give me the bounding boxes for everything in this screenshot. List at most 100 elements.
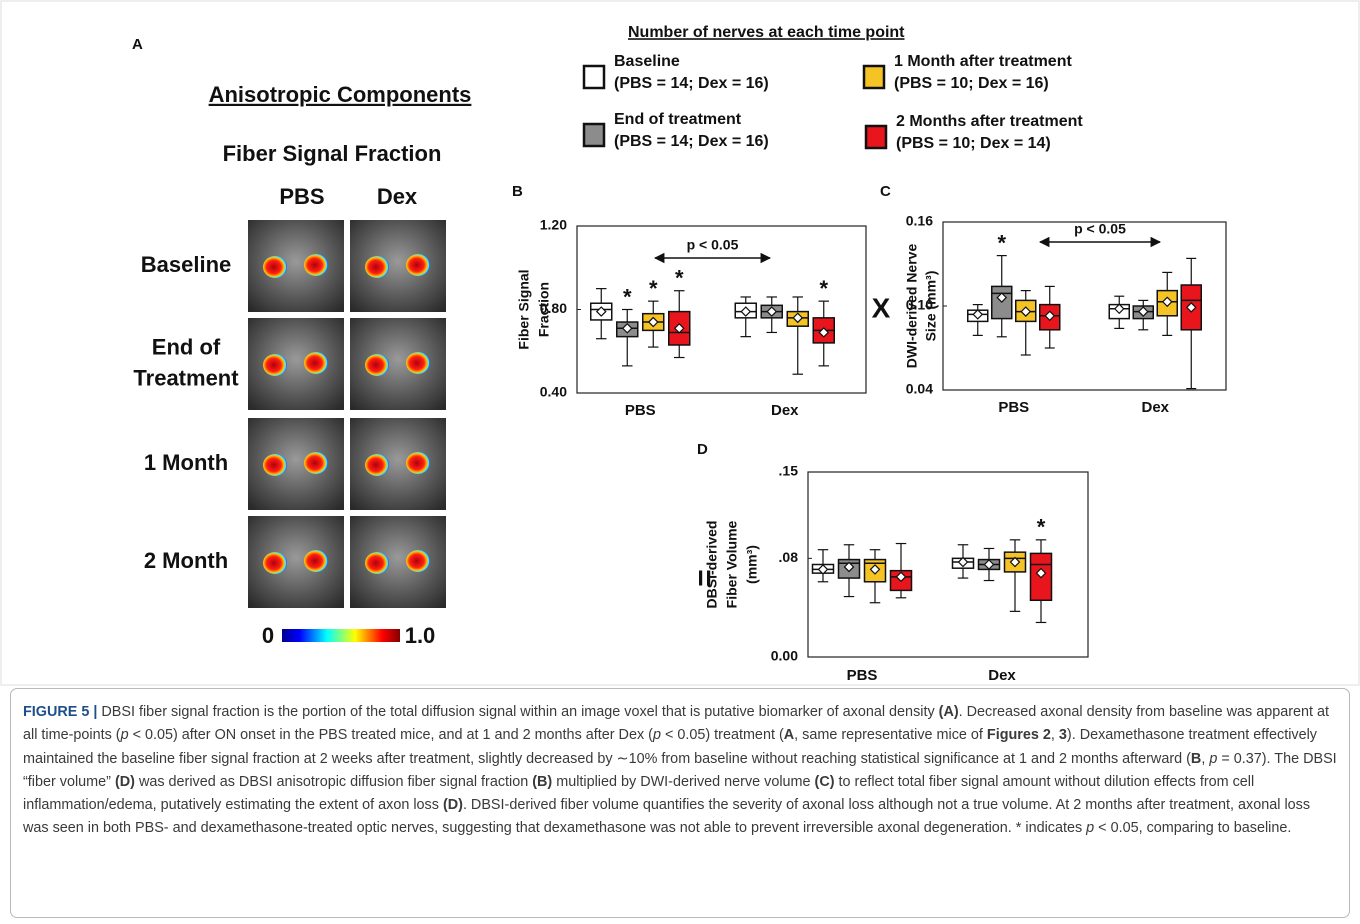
- mri-image: [248, 220, 344, 312]
- nerve-right: [406, 452, 430, 474]
- caption-text: p: [1086, 820, 1094, 836]
- caption-text: < 0.05) after ON onset in the PBS treate…: [129, 727, 653, 743]
- mri-image: [350, 418, 446, 510]
- panel-label: D: [697, 441, 708, 458]
- row-label: 1 Month: [144, 450, 228, 475]
- caption-text: A: [784, 727, 794, 743]
- y-axis-title: Fiber Volume: [724, 520, 740, 608]
- caption-text: p: [121, 727, 129, 743]
- y-axis-title: DWI-derived Nerve: [904, 244, 920, 369]
- legend-title: Number of nerves at each time point: [628, 24, 905, 41]
- panel-label: A: [132, 36, 143, 53]
- nerve-right: [304, 254, 328, 276]
- nerve-right: [304, 452, 328, 474]
- caption-text: p: [653, 727, 661, 743]
- caption-text: < 0.05, comparing to baseline.: [1094, 820, 1291, 836]
- bracket-label: p < 0.05: [1074, 221, 1126, 237]
- nerve-left: [263, 256, 287, 278]
- mri-image: [248, 418, 344, 510]
- nerve-left: [365, 552, 389, 574]
- caption-text: < 0.05) treatment (: [661, 727, 784, 743]
- significance-star: *: [819, 276, 828, 301]
- page: A Anisotropic Components Fiber Signal Fr…: [0, 0, 1360, 924]
- row-label: 2 Month: [144, 548, 228, 573]
- nerve-left: [263, 454, 287, 476]
- legend-counts: (PBS = 14; Dex = 16): [614, 75, 769, 92]
- caption-text: (D): [443, 797, 463, 813]
- significance-star: *: [1037, 515, 1046, 540]
- y-tick-label: 0.40: [540, 384, 567, 400]
- mri-image: [248, 318, 344, 410]
- colorbar-max: 1.0: [405, 623, 436, 648]
- mri-image: [350, 318, 446, 410]
- significance-star: *: [675, 266, 684, 291]
- nerve-right: [406, 550, 430, 572]
- panel-title: Anisotropic Components: [209, 82, 472, 107]
- nerve-right: [304, 550, 328, 572]
- legend-label: 2 Months after treatment: [896, 113, 1083, 130]
- y-tick-label: .08: [779, 549, 799, 565]
- caption-text: DBSI fiber signal fraction is the portio…: [97, 704, 938, 720]
- legend-swatch: [864, 66, 884, 88]
- panel-label: B: [512, 183, 523, 200]
- nerve-left: [365, 354, 389, 376]
- colorbar: [282, 629, 400, 642]
- row-label: Baseline: [141, 252, 232, 277]
- x-tick-label: Dex: [771, 402, 799, 419]
- x-tick-label: PBS: [625, 402, 656, 419]
- caption-text: (A): [939, 704, 959, 720]
- figure: A Anisotropic Components Fiber Signal Fr…: [0, 0, 1360, 686]
- nerve-right: [406, 352, 430, 374]
- nerve-right: [304, 352, 328, 374]
- caption: FIGURE 5 | DBSI fiber signal fraction is…: [10, 688, 1350, 918]
- legend-counts: (PBS = 14; Dex = 16): [614, 133, 769, 150]
- significance-star: *: [623, 284, 632, 309]
- panel-subtitle: Fiber Signal Fraction: [223, 141, 442, 166]
- legend-swatch: [584, 124, 604, 146]
- legend-label: Baseline: [614, 53, 680, 70]
- y-axis-title: (mm³): [744, 545, 760, 584]
- nerve-left: [365, 454, 389, 476]
- column-label: PBS: [279, 184, 324, 209]
- row-label: End of: [152, 334, 221, 359]
- y-axis-title: DBSI-derived: [704, 521, 720, 609]
- y-tick-label: 0.00: [771, 648, 798, 664]
- legend-label: 1 Month after treatment: [894, 53, 1072, 70]
- significance-star: *: [649, 276, 658, 301]
- legend-label: End of treatment: [614, 111, 742, 128]
- y-axis-title: Fraction: [536, 282, 552, 337]
- column-label: Dex: [377, 184, 418, 209]
- y-tick-label: 1.20: [540, 217, 567, 233]
- caption-text: ,: [1051, 727, 1059, 743]
- nerve-left: [365, 256, 389, 278]
- row-label: Treatment: [133, 365, 239, 390]
- caption-text: , same representative mice of: [794, 727, 987, 743]
- legend-counts: (PBS = 10; Dex = 14): [896, 135, 1051, 152]
- mri-image: [248, 516, 344, 608]
- legend-counts: (PBS = 10; Dex = 16): [894, 75, 1049, 92]
- y-tick-label: .15: [779, 463, 799, 479]
- nerve-right: [406, 254, 430, 276]
- mri-image: [350, 516, 446, 608]
- caption-text: (C): [815, 774, 835, 790]
- nerve-left: [263, 552, 287, 574]
- x-tick-label: Dex: [988, 667, 1016, 684]
- y-axis-title: Fiber Signal: [516, 269, 532, 349]
- caption-text: FIGURE 5 |: [23, 704, 97, 720]
- y-tick-label: 0.16: [906, 213, 933, 229]
- nerve-left: [263, 354, 287, 376]
- mri-image: [350, 220, 446, 312]
- y-tick-label: 0.04: [906, 381, 933, 397]
- operator-times: X: [872, 292, 891, 323]
- caption-text: multiplied by DWI-derived nerve volume: [552, 774, 814, 790]
- caption-text: Figures 2: [987, 727, 1051, 743]
- x-tick-label: PBS: [847, 667, 878, 684]
- y-axis-title: Size (mm³): [923, 271, 939, 342]
- panel-label: C: [880, 183, 891, 200]
- caption-text: was derived as DBSI anisotropic diffusio…: [135, 774, 532, 790]
- caption-text: B: [1191, 751, 1201, 767]
- legend-swatch: [866, 126, 886, 148]
- legend-swatch: [584, 66, 604, 88]
- bracket-label: p < 0.05: [687, 237, 739, 253]
- x-tick-label: Dex: [1141, 399, 1169, 416]
